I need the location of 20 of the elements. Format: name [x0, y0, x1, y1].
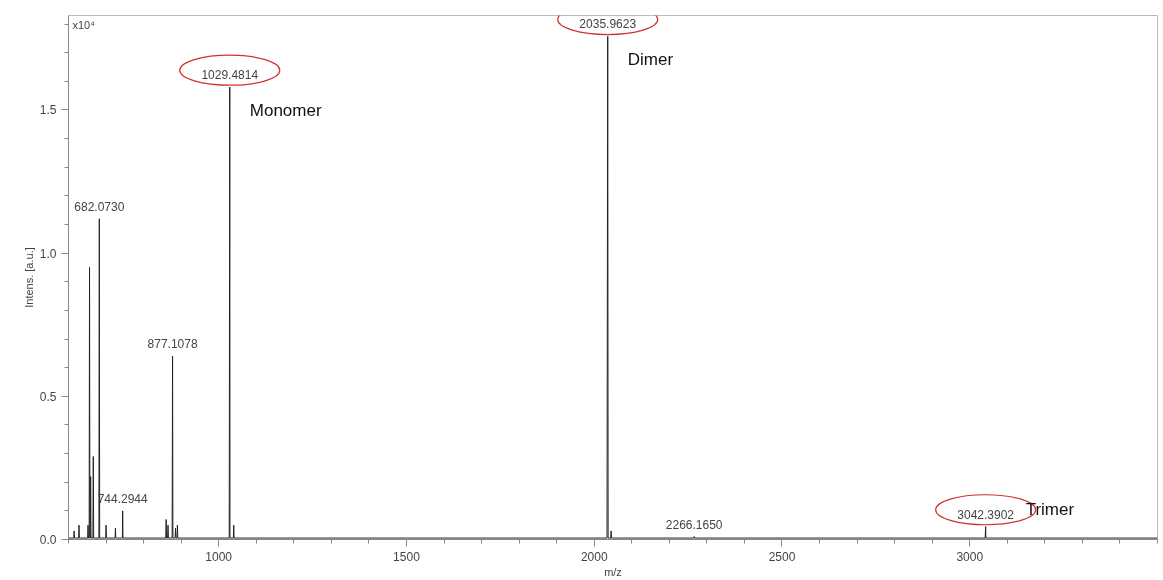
annotation: 2035.9623 [579, 17, 637, 32]
annotation: Monomer [249, 101, 322, 121]
y-tick-label: 1.0 [39, 246, 57, 261]
annotation: Dimer [627, 50, 674, 70]
x-tick-label: 1000 [205, 549, 233, 564]
x-tick-label: 2000 [580, 549, 608, 564]
annotation: 2266.1650 [665, 517, 723, 532]
annotation: x10⁴ [72, 18, 96, 31]
x-tick-label: 2500 [768, 549, 796, 564]
x-axis-title: m/z [604, 565, 622, 578]
y-tick-label: 0.0 [39, 533, 57, 547]
annotation: 3042.3902 [957, 507, 1015, 522]
x-tick-label: 3000 [956, 549, 984, 564]
annotation: 877.1078 [147, 337, 198, 352]
annotation: 1029.4814 [201, 68, 259, 83]
annotation: 682.0730 [74, 199, 125, 214]
y-tick-label: 1.5 [39, 103, 57, 118]
y-tick-label: 0.5 [39, 389, 57, 404]
x-tick-label: 1500 [393, 549, 421, 564]
y-axis-title: Intens. [a.u.] [22, 247, 35, 308]
